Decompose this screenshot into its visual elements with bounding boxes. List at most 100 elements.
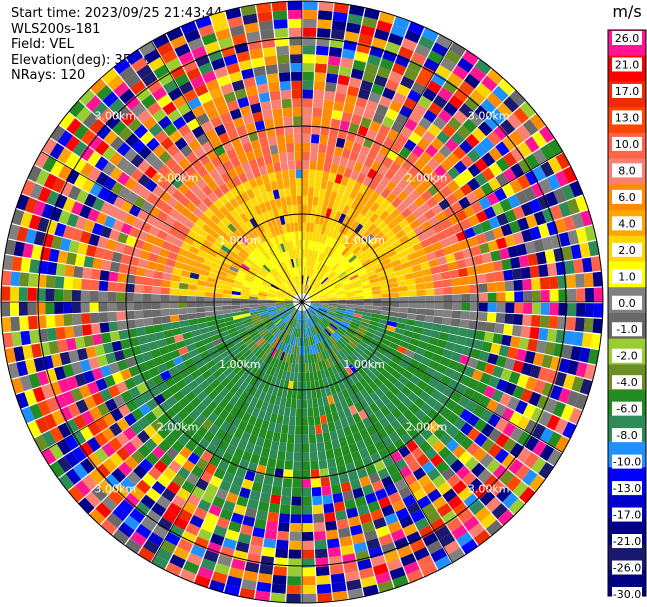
velocity-gate bbox=[302, 257, 305, 267]
velocity-gate bbox=[399, 146, 412, 159]
velocity-gate bbox=[265, 345, 273, 354]
velocity-gate bbox=[358, 183, 369, 195]
velocity-gate bbox=[467, 177, 481, 192]
velocity-gate bbox=[213, 525, 228, 538]
velocity-gate bbox=[488, 177, 502, 192]
velocity-gate bbox=[287, 205, 293, 215]
velocity-gate bbox=[99, 364, 112, 378]
velocity-gate bbox=[354, 263, 364, 271]
velocity-gate bbox=[219, 266, 230, 274]
velocity-gate bbox=[233, 428, 244, 440]
velocity-gate bbox=[4, 239, 17, 256]
velocity-gate bbox=[91, 392, 105, 406]
velocity-gate bbox=[269, 90, 281, 101]
velocity-gate bbox=[302, 169, 309, 179]
velocity-gate bbox=[91, 485, 108, 502]
velocity-gate bbox=[516, 243, 528, 256]
velocity-gate bbox=[279, 504, 291, 515]
velocity-gate bbox=[260, 314, 270, 320]
velocity-gate bbox=[364, 209, 375, 220]
velocity-gate bbox=[124, 72, 141, 88]
velocity-gate bbox=[330, 219, 338, 230]
velocity-gate bbox=[457, 57, 474, 73]
velocity-gate bbox=[360, 25, 376, 37]
velocity-gate bbox=[313, 241, 318, 251]
velocity-gate bbox=[232, 314, 243, 321]
velocity-gate bbox=[122, 244, 134, 256]
velocity-gate bbox=[281, 272, 288, 281]
velocity-gate bbox=[260, 253, 269, 263]
velocity-gate bbox=[242, 282, 252, 288]
velocity-gate bbox=[533, 211, 547, 226]
velocity-gate bbox=[232, 33, 247, 46]
velocity-gate bbox=[310, 142, 319, 153]
velocity-gate bbox=[288, 335, 293, 345]
velocity-gate bbox=[157, 115, 172, 130]
velocity-gate bbox=[310, 151, 318, 162]
velocity-gate bbox=[391, 259, 402, 268]
velocity-gate bbox=[269, 227, 277, 238]
velocity-gate bbox=[304, 249, 308, 258]
velocity-gate bbox=[254, 175, 264, 187]
velocity-gate bbox=[254, 120, 266, 131]
velocity-gate bbox=[101, 427, 116, 442]
velocity-gate bbox=[207, 191, 219, 203]
velocity-gate bbox=[240, 298, 249, 302]
velocity-gate bbox=[296, 284, 300, 294]
velocity-gate bbox=[341, 111, 353, 123]
velocity-gate bbox=[367, 223, 378, 234]
velocity-gate bbox=[443, 102, 458, 117]
velocity-gate bbox=[304, 284, 308, 294]
velocity-gate bbox=[136, 382, 149, 395]
velocity-gate bbox=[295, 285, 300, 294]
velocity-gate bbox=[188, 348, 200, 358]
velocity-gate bbox=[307, 288, 314, 296]
velocity-gate bbox=[324, 256, 331, 265]
velocity-gate bbox=[346, 217, 355, 228]
velocity-gate bbox=[142, 241, 154, 253]
velocity-gate bbox=[273, 226, 281, 236]
velocity-gate bbox=[110, 408, 124, 422]
velocity-gate bbox=[249, 48, 264, 60]
velocity-gate bbox=[208, 389, 219, 401]
velocity-gate bbox=[173, 453, 187, 467]
velocity-gate bbox=[290, 308, 297, 316]
velocity-gate bbox=[136, 430, 151, 444]
velocity-gate bbox=[327, 136, 337, 147]
velocity-gate bbox=[266, 334, 274, 344]
velocity-gate bbox=[197, 279, 207, 287]
velocity-gate bbox=[396, 274, 406, 282]
velocity-gate bbox=[296, 275, 300, 285]
velocity-gate bbox=[279, 152, 288, 162]
velocity-gate bbox=[134, 310, 144, 319]
velocity-gate bbox=[263, 319, 273, 326]
velocity-gate bbox=[453, 87, 470, 103]
velocity-gate bbox=[302, 89, 314, 99]
velocity-gate bbox=[391, 120, 404, 134]
velocity-gate bbox=[522, 278, 532, 291]
velocity-gate bbox=[346, 22, 361, 34]
velocity-gate bbox=[244, 210, 254, 221]
velocity-gate bbox=[41, 203, 55, 219]
velocity-gate bbox=[261, 419, 270, 431]
velocity-gate bbox=[302, 275, 304, 285]
velocity-gate bbox=[415, 170, 428, 184]
velocity-gate bbox=[180, 385, 192, 397]
velocity-gate bbox=[117, 461, 133, 477]
velocity-gate bbox=[558, 289, 568, 302]
velocity-gate bbox=[302, 425, 309, 435]
velocity-gate bbox=[288, 169, 296, 179]
velocity-gate bbox=[304, 266, 308, 276]
velocity-gate bbox=[447, 116, 462, 131]
velocity-gate bbox=[80, 162, 95, 178]
velocity-gate bbox=[260, 329, 269, 338]
velocity-gate bbox=[494, 271, 505, 282]
velocity-gate bbox=[183, 358, 195, 368]
velocity-gate bbox=[310, 296, 320, 300]
velocity-gate bbox=[292, 327, 297, 337]
velocity-gate bbox=[184, 337, 195, 346]
velocity-gate bbox=[260, 242, 269, 252]
velocity-gate bbox=[284, 406, 291, 417]
velocity-gate bbox=[10, 271, 21, 286]
velocity-gate bbox=[206, 320, 217, 327]
